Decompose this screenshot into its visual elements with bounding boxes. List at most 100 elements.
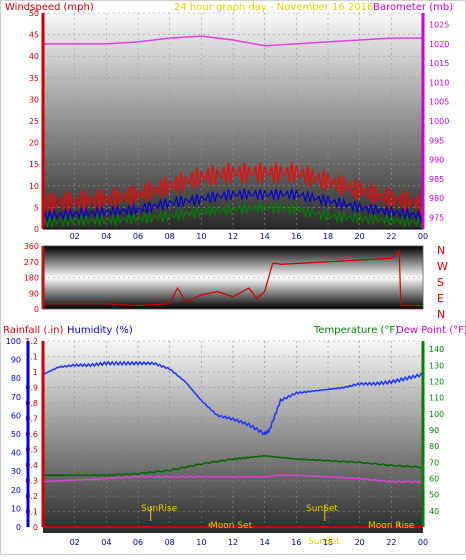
barometer-tick-label: 1000 [429,117,449,126]
rainfall-tick-label: 0.6 [25,430,38,439]
rainfall-tick-label: 1 [33,368,38,377]
barometer-tick-label: 990 [429,156,444,165]
wind-x-tick-label: 12 [228,232,238,241]
humidity-tick-label: 20 [11,486,21,495]
temperature-tick-label: 60 [429,474,439,483]
wind-tick-label: 5 [34,203,39,212]
temperature-tick-label: 80 [429,442,439,451]
direction-frame [42,245,424,310]
temperature-tick-label: 90 [429,426,439,435]
climate-x-tick-label: 14 [260,538,270,547]
wind-x-tick-label: 04 [101,232,111,241]
rainfall-tick-label: 0.1 [25,508,38,517]
series-dew-point [42,474,424,484]
compass-label: N [437,244,445,257]
temperature-tick-label: 130 [429,361,444,370]
wind-x-tick-label: 18 [323,232,333,241]
rainfall-tick-label: 0.7 [25,415,38,424]
humidity-tick-label: 70 [11,393,21,402]
wind-x-tick-label: 22 [386,232,396,241]
humidity-tick-label: 30 [11,467,21,476]
temperature-tick-label: 70 [429,458,439,467]
barometer-tick-label: 985 [429,175,444,184]
rainfall-tick-label: 1.1 [25,353,38,362]
compass-label: N [437,308,445,321]
series-humidity [42,360,424,436]
climate-x-tick-label: 10 [196,538,206,547]
barometer-tick-label: 1015 [429,59,449,68]
climate-x-tick-label: 00 [418,538,428,547]
climate-x-tick-label: 16 [291,538,301,547]
temperature-tick-label: 40 [429,507,439,516]
direction-tick-label: 360 [24,242,39,251]
humidity-axis-label: Humidity (%) [67,325,133,336]
series-gust [42,161,424,214]
humidity-tick-label: 90 [11,356,21,365]
humidity-tick-label: 60 [11,411,21,420]
humidity-tick-label: 80 [11,374,21,383]
wind-x-tick-label: 06 [133,232,143,241]
barometer-tick-label: 1020 [429,40,449,49]
wind-tick-label: 50 [29,9,39,18]
temperature-axis-label: Temperature (°F) [313,325,399,336]
direction-tick-label: 180 [24,274,39,283]
climate-x-tick-label: 18 [323,538,333,547]
series-wind-speed [42,188,424,224]
wind-x-tick-label: 02 [70,232,80,241]
climate-x-tick-label: 08 [165,538,175,547]
wind-tick-label: 30 [29,95,39,104]
series-barometer [43,35,423,47]
wind-tick-label: 45 [29,31,39,40]
rainfall-axis-label: Rainfall (.in) [3,325,64,336]
temperature-tick-label: 120 [429,377,444,386]
humidity-tick-label: 0 [16,523,21,532]
annotation-sunrise: SunRise [141,504,178,514]
barometer-tick-label: 995 [429,136,444,145]
compass-label: E [437,292,444,305]
temperature-tick-label: 50 [429,491,439,500]
wind-tick-label: 25 [29,117,39,126]
series-wind-direction [43,249,423,307]
climate-x-tick-label: 20 [355,538,365,547]
wind-tick-label: 0 [34,225,39,234]
wind-tick-label: 10 [29,182,39,191]
barometer-tick-label: 1025 [429,21,449,30]
wind-x-tick-label: 08 [165,232,175,241]
wind-tick-label: 35 [29,74,39,83]
temperature-tick-label: 100 [429,410,444,419]
climate-x-tick-label: 02 [70,538,80,547]
barometer-tick-label: 1010 [429,78,449,87]
barometer-tick-label: 1005 [429,98,449,107]
wind-axis-label: Windspeed (mph) [5,2,94,13]
rainfall-tick-label: 0.5 [25,446,38,455]
wind-tick-label: 40 [29,52,39,61]
humidity-tick-label: 10 [11,504,21,513]
dewpoint-axis-label: Dew Point (°F) [396,325,466,336]
wind-x-tick-label: 20 [355,232,365,241]
series-wind-min [42,201,424,230]
annotation-sunset-bottom: SunSet [308,537,340,547]
humidity-tick-label: 40 [11,449,21,458]
wind-x-tick-label: 00 [418,232,428,241]
humidity-tick-label: 50 [11,430,21,439]
rainfall-tick-label: 1.2 [25,337,38,346]
annotation-moonset: Moon Set [210,521,253,531]
direction-tick-label: 0 [34,305,39,314]
rainfall-tick-label: 0 [33,523,38,532]
series-temperature [42,454,424,477]
humidity-tick-label: 100 [6,337,21,346]
climate-x-tick-label: 04 [101,538,111,547]
wind-x-tick-label: 16 [291,232,301,241]
chart-title: 24 hour graph day - November 16 2016 [174,2,373,13]
compass-label: W [437,260,448,273]
climate-x-tick-label: 22 [386,538,396,547]
annotation-sunset: SunSet [306,504,338,514]
wind-tick-label: 20 [29,139,39,148]
climate-x-tick-label: 06 [133,538,143,547]
rainfall-tick-label: 0.4 [25,461,38,470]
compass-label: S [437,276,444,289]
temperature-tick-label: 140 [429,345,444,354]
rainfall-tick-label: 0.3 [25,477,38,486]
